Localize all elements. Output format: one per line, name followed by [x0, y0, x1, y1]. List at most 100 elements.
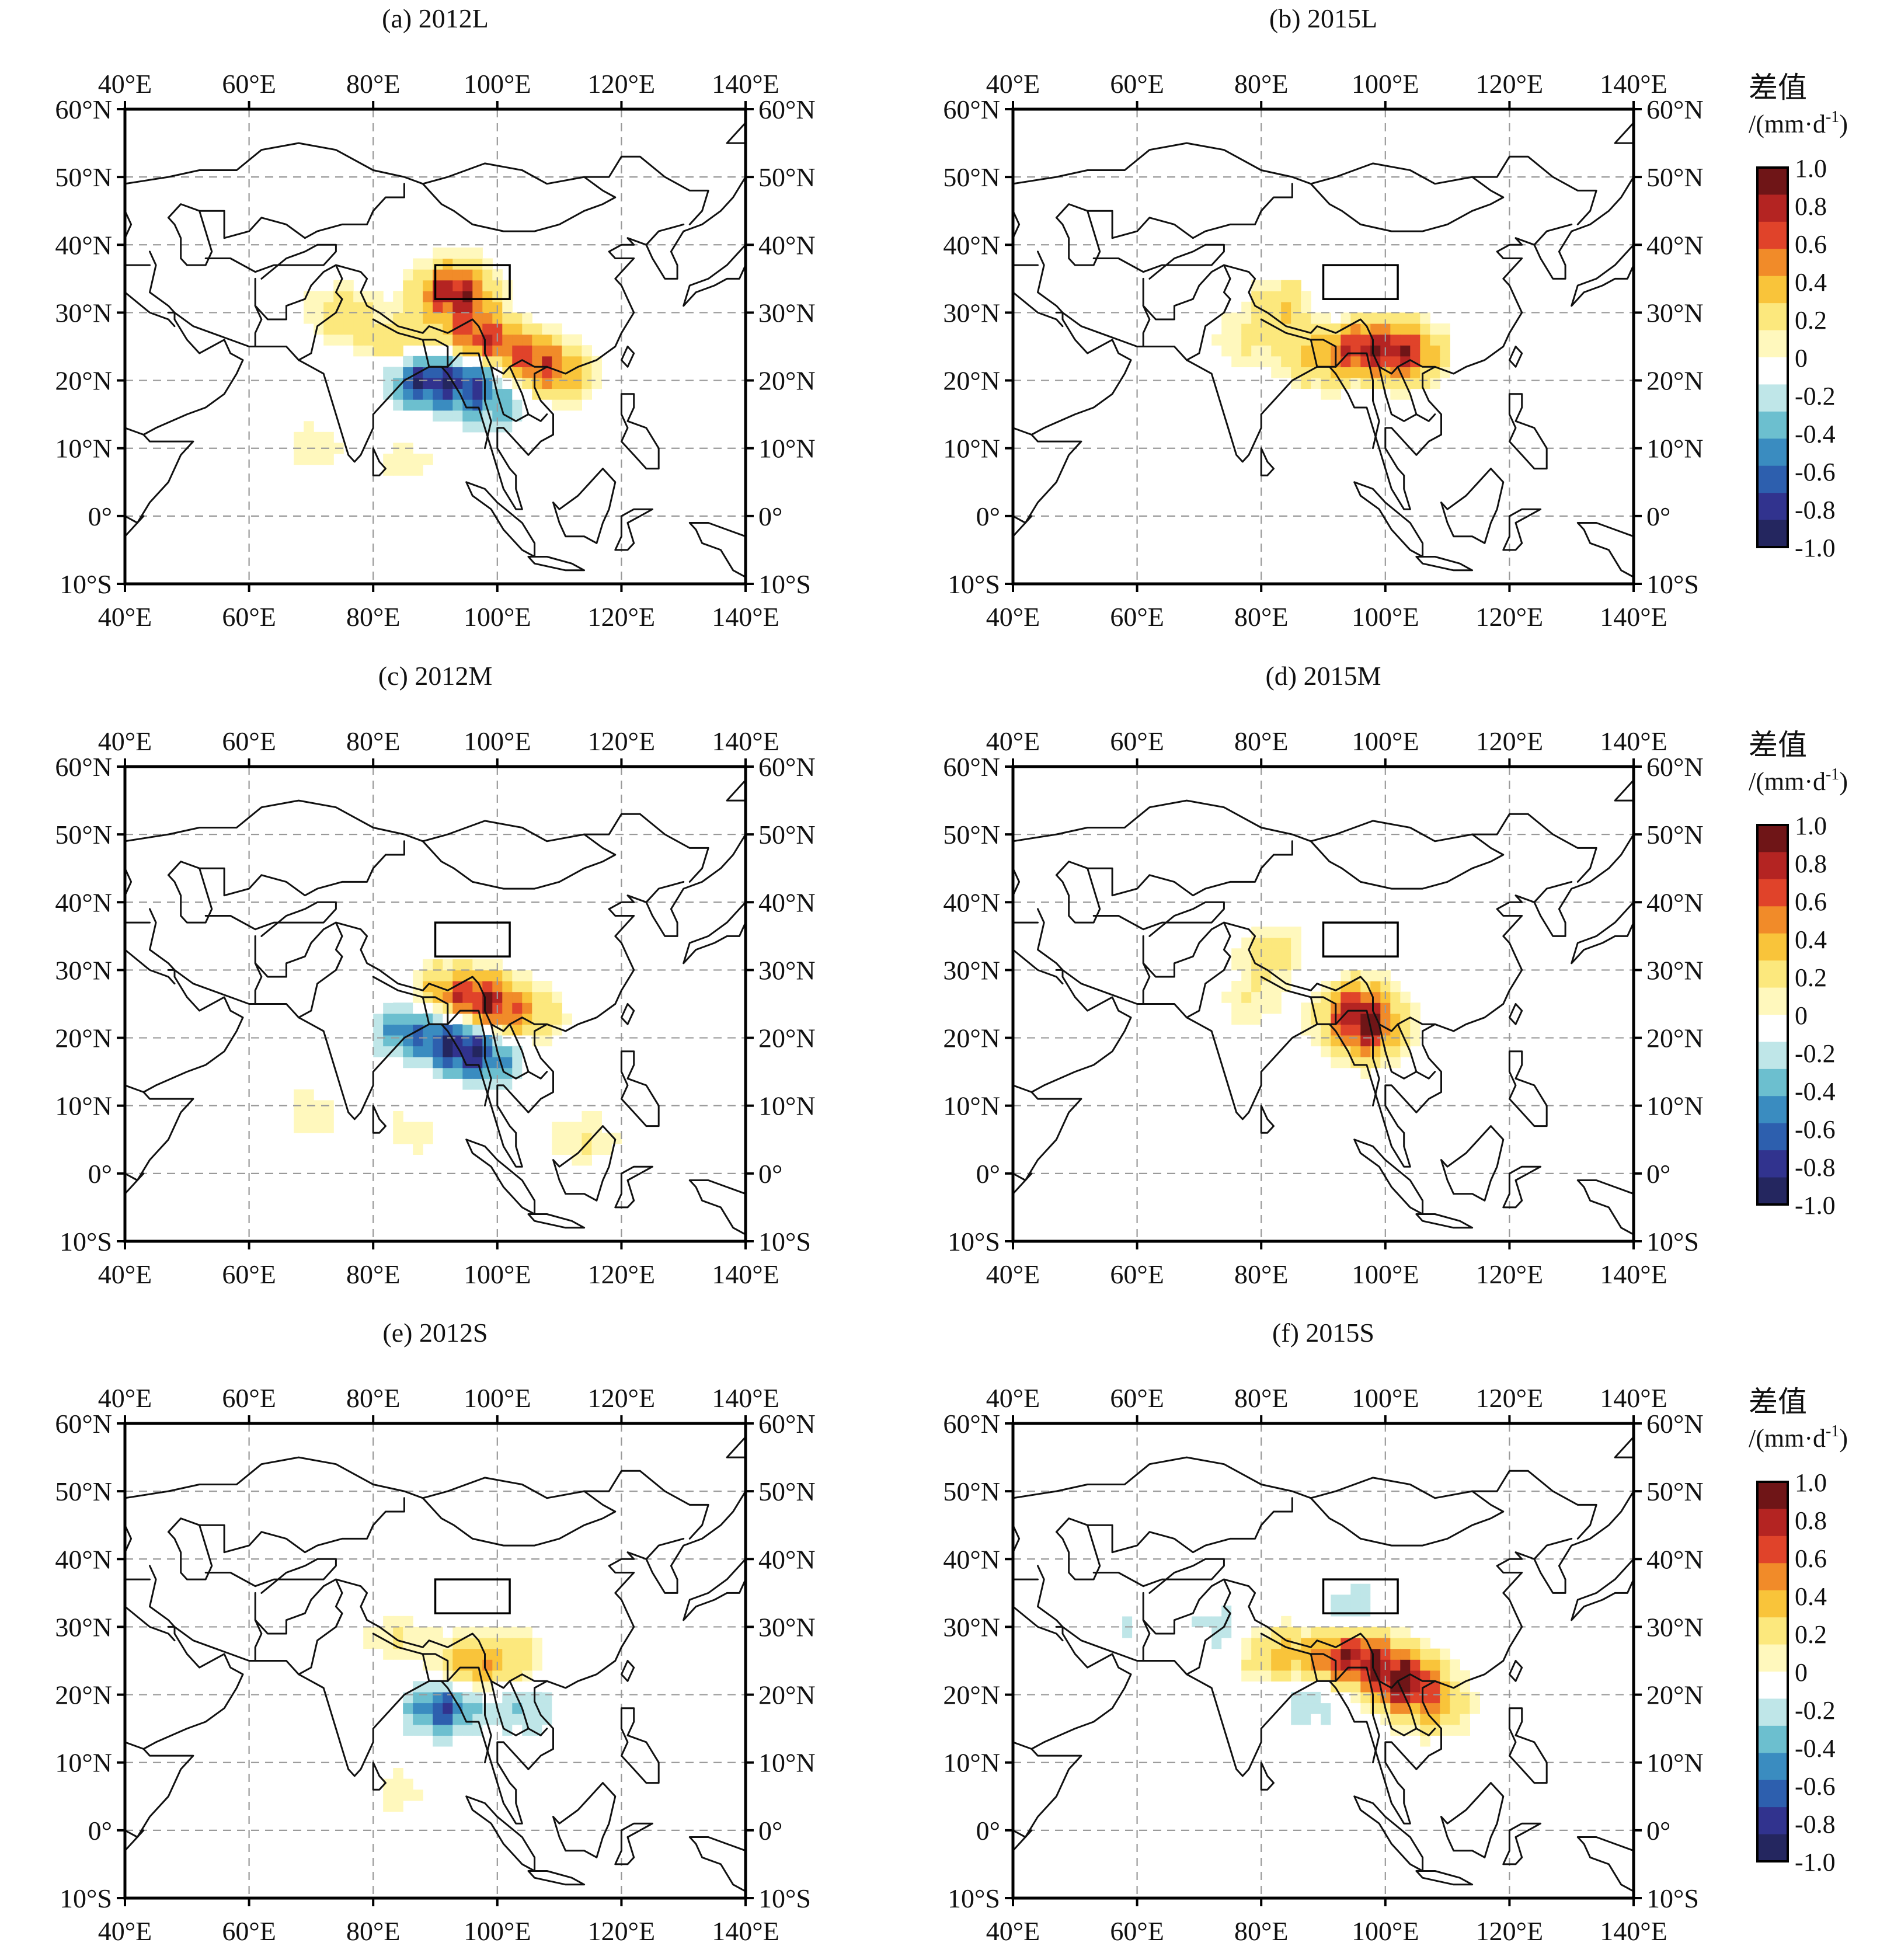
heatmap-cell: [1321, 312, 1331, 324]
heatmap-cell: [1390, 1627, 1401, 1638]
heatmap-cell: [512, 981, 523, 993]
heatmap-cell: [1360, 1583, 1371, 1595]
heatmap-cell: [323, 1122, 334, 1133]
lon-label-bottom: 40°E: [986, 1916, 1040, 1946]
lat-label-left: 20°N: [943, 1023, 1000, 1053]
lat-label-right: 40°N: [758, 887, 816, 917]
heatmap-cell: [462, 291, 473, 302]
heatmap-cell: [1291, 356, 1301, 367]
heatmap-cell: [1301, 345, 1311, 357]
heatmap-cell: [393, 1046, 403, 1057]
heatmap-cell: [532, 1691, 542, 1704]
heatmap-cell: [1410, 1024, 1420, 1036]
heatmap-cell: [522, 377, 532, 389]
heatmap-cell: [452, 1681, 463, 1693]
heatmap-cell: [403, 1778, 413, 1790]
panel-title: (f) 2015S: [1272, 1318, 1374, 1348]
heatmap-cell: [512, 1703, 523, 1714]
heatmap-cell: [423, 970, 433, 981]
heatmap-cell: [1410, 1703, 1420, 1714]
heatmap-cell: [1341, 367, 1351, 378]
heatmap-cell: [1241, 1648, 1252, 1660]
heatmap-cell: [1420, 1638, 1430, 1649]
heatmap-cell: [472, 388, 483, 400]
heatmap-cell: [1400, 388, 1411, 400]
lat-label-right: 30°N: [758, 1612, 816, 1642]
heatmap-cell: [373, 1035, 384, 1047]
heatmap-cell: [1331, 1057, 1341, 1068]
heatmap-cell: [443, 258, 453, 270]
heatmap-cell: [1291, 345, 1301, 357]
heatmap-cell: [1440, 323, 1450, 335]
heatmap-cell: [1341, 1605, 1351, 1617]
heatmap-cell: [1211, 1638, 1222, 1649]
heatmap-cell: [1440, 334, 1450, 346]
heatmap-cell: [1241, 959, 1252, 970]
heatmap-cell: [472, 1691, 483, 1704]
heatmap-cell: [433, 1627, 443, 1638]
heatmap-cell: [1370, 1583, 1381, 1595]
heatmap-cell: [1380, 323, 1391, 335]
heatmap-cell: [1341, 334, 1351, 346]
lat-label-left: 60°N: [55, 95, 112, 124]
heatmap-cell: [423, 410, 433, 422]
heatmap-cell: [492, 312, 503, 324]
heatmap-cell: [552, 1143, 562, 1155]
heatmap-cell: [1231, 1013, 1242, 1025]
heatmap-cell: [383, 399, 394, 411]
heatmap-cell: [413, 399, 423, 411]
heatmap-cell: [1291, 367, 1301, 378]
heatmap-cell: [582, 345, 592, 357]
colorbar-tick-label: -0.4: [1795, 420, 1836, 448]
heatmap-cell: [1281, 970, 1291, 981]
heatmap-cell: [373, 1013, 384, 1025]
heatmap-cell: [413, 388, 423, 400]
colorbar-tick-label: 0.6: [1795, 230, 1827, 259]
heatmap-cell: [383, 1002, 394, 1014]
heatmap-cell: [1350, 1024, 1361, 1036]
heatmap-cell: [383, 1648, 394, 1660]
heatmap-cell: [1331, 388, 1341, 400]
heatmap-cell: [443, 1735, 453, 1747]
heatmap-cell: [472, 377, 483, 389]
heatmap-cell: [1341, 970, 1351, 981]
map-panel-f: (f) 2015S 40°E 40°E 60°E 60°E 80°E 80°E 100°E 10…: [943, 1318, 1703, 1946]
heatmap-cell: [572, 388, 582, 400]
heatmap-cell: [323, 291, 334, 302]
heatmap-cell: [502, 981, 513, 993]
heatmap-cell: [1400, 334, 1411, 346]
study-region-box: [434, 921, 511, 958]
heatmap-cell: [502, 1046, 513, 1057]
heatmap-cell: [1251, 970, 1262, 981]
heatmap-cell: [1331, 1627, 1341, 1638]
heatmap-cell: [1301, 1670, 1311, 1682]
heatmap-cell: [1221, 1638, 1232, 1649]
heatmap-cell: [1390, 1572, 1401, 1584]
heatmap-cell: [452, 1024, 463, 1036]
heatmap-cell: [1430, 323, 1440, 335]
heatmap-cell: [482, 301, 493, 313]
heatmap-cell: [393, 291, 403, 302]
heatmap-cell: [1400, 1561, 1411, 1573]
heatmap-cell: [472, 258, 483, 270]
heatmap-cell: [393, 1714, 403, 1725]
colorbar-swatch: [1757, 520, 1788, 548]
map-panel-b: (b) 2015L 40°E 40°E 60°E 60°E 80°E 80°E 100°E 10…: [943, 4, 1703, 632]
colorbar-tick-label: -0.6: [1795, 458, 1836, 486]
heatmap-cell: [1231, 345, 1242, 357]
heatmap-cell: [413, 280, 423, 291]
lon-label-top: 60°E: [222, 1383, 276, 1413]
heatmap-cell: [1370, 1594, 1381, 1606]
heatmap-cell: [452, 1703, 463, 1714]
heatmap-cell: [1281, 927, 1291, 938]
colorbar-swatch: [1757, 1834, 1788, 1862]
lat-label-left: 0°: [976, 502, 1000, 531]
heatmap-cell: [1261, 356, 1272, 367]
lon-label-bottom: 140°E: [712, 602, 779, 632]
colorbar-title: 差值: [1749, 729, 1807, 761]
lat-label-right: 20°N: [758, 1023, 816, 1053]
heatmap-cell: [353, 1035, 364, 1047]
heatmap-cell: [393, 1778, 403, 1790]
heatmap-cell: [1380, 1583, 1391, 1595]
